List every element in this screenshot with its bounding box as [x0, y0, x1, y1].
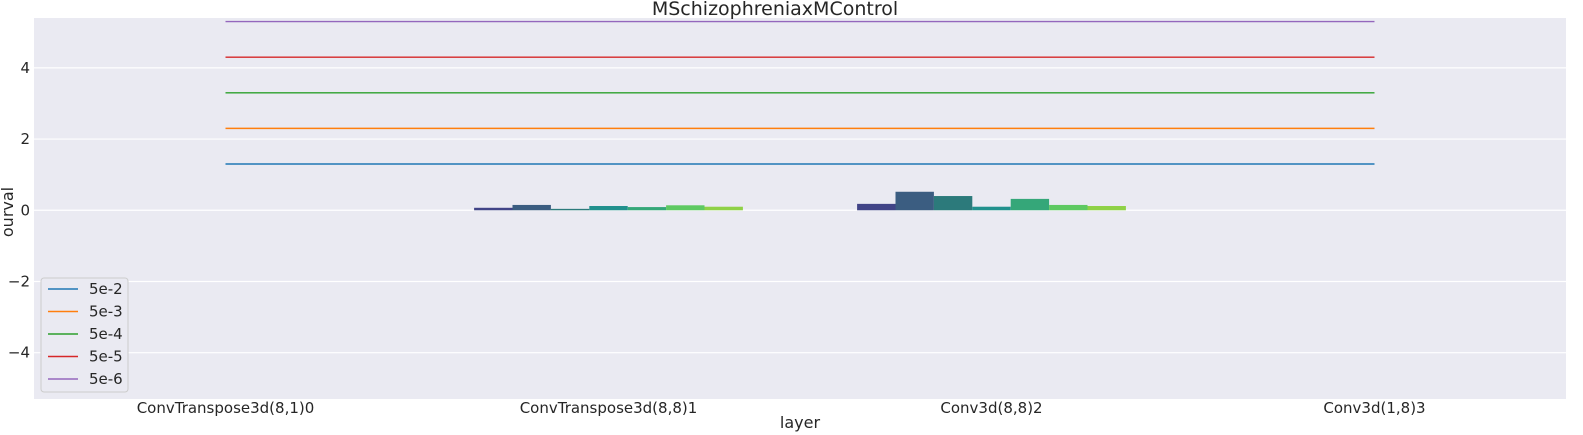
- bar: [627, 207, 667, 211]
- x-tick-label: ConvTranspose3d(8,1)0: [137, 399, 315, 417]
- x-axis-label: layer: [780, 413, 821, 432]
- bar: [704, 206, 743, 211]
- legend-label: 5e-5: [89, 348, 123, 366]
- legend-items: 5e-2 5e-3 5e-4 5e-5 5e-6: [48, 280, 123, 388]
- x-tick-label: ConvTranspose3d(8,8)1: [520, 399, 698, 417]
- bar: [1010, 198, 1050, 211]
- bars: [474, 191, 1126, 211]
- bar: [474, 207, 513, 211]
- y-tick-label: 4: [20, 59, 30, 77]
- bar: [1049, 204, 1088, 211]
- x-tick-label: Conv3d(8,8)2: [940, 399, 1042, 417]
- legend-label: 5e-2: [89, 280, 123, 298]
- y-axis-label: ourval: [0, 187, 17, 237]
- legend: 5e-2 5e-3 5e-4 5e-5 5e-6: [40, 277, 129, 393]
- legend-box: [40, 277, 129, 393]
- legend-label: 5e-6: [89, 370, 123, 388]
- y-tick-label: 0: [20, 201, 30, 219]
- bar: [895, 191, 934, 211]
- bar: [589, 206, 628, 211]
- bar: [857, 203, 896, 211]
- bar: [933, 196, 973, 211]
- bar: [1087, 206, 1126, 211]
- bar: [550, 208, 590, 211]
- y-tick-label: 2: [20, 130, 30, 148]
- y-tick-label: −2: [8, 272, 30, 290]
- bar: [666, 205, 705, 211]
- legend-label: 5e-4: [89, 325, 123, 343]
- plot-area: [34, 18, 1566, 399]
- grid-lines: [34, 67, 1566, 354]
- bar: [972, 206, 1011, 211]
- threshold-lines: [225, 20, 1375, 165]
- bar: [512, 204, 551, 211]
- y-tick-labels: −4 −2 0 2 4: [8, 59, 30, 362]
- x-tick-label: Conv3d(1,8)3: [1323, 399, 1425, 417]
- x-tick-labels: ConvTranspose3d(8,1)0 ConvTranspose3d(8,8…: [137, 399, 1426, 417]
- y-tick-label: −4: [8, 344, 30, 362]
- legend-label: 5e-3: [89, 303, 123, 321]
- chart-title: MSchizophreniaxMControl: [652, 0, 898, 20]
